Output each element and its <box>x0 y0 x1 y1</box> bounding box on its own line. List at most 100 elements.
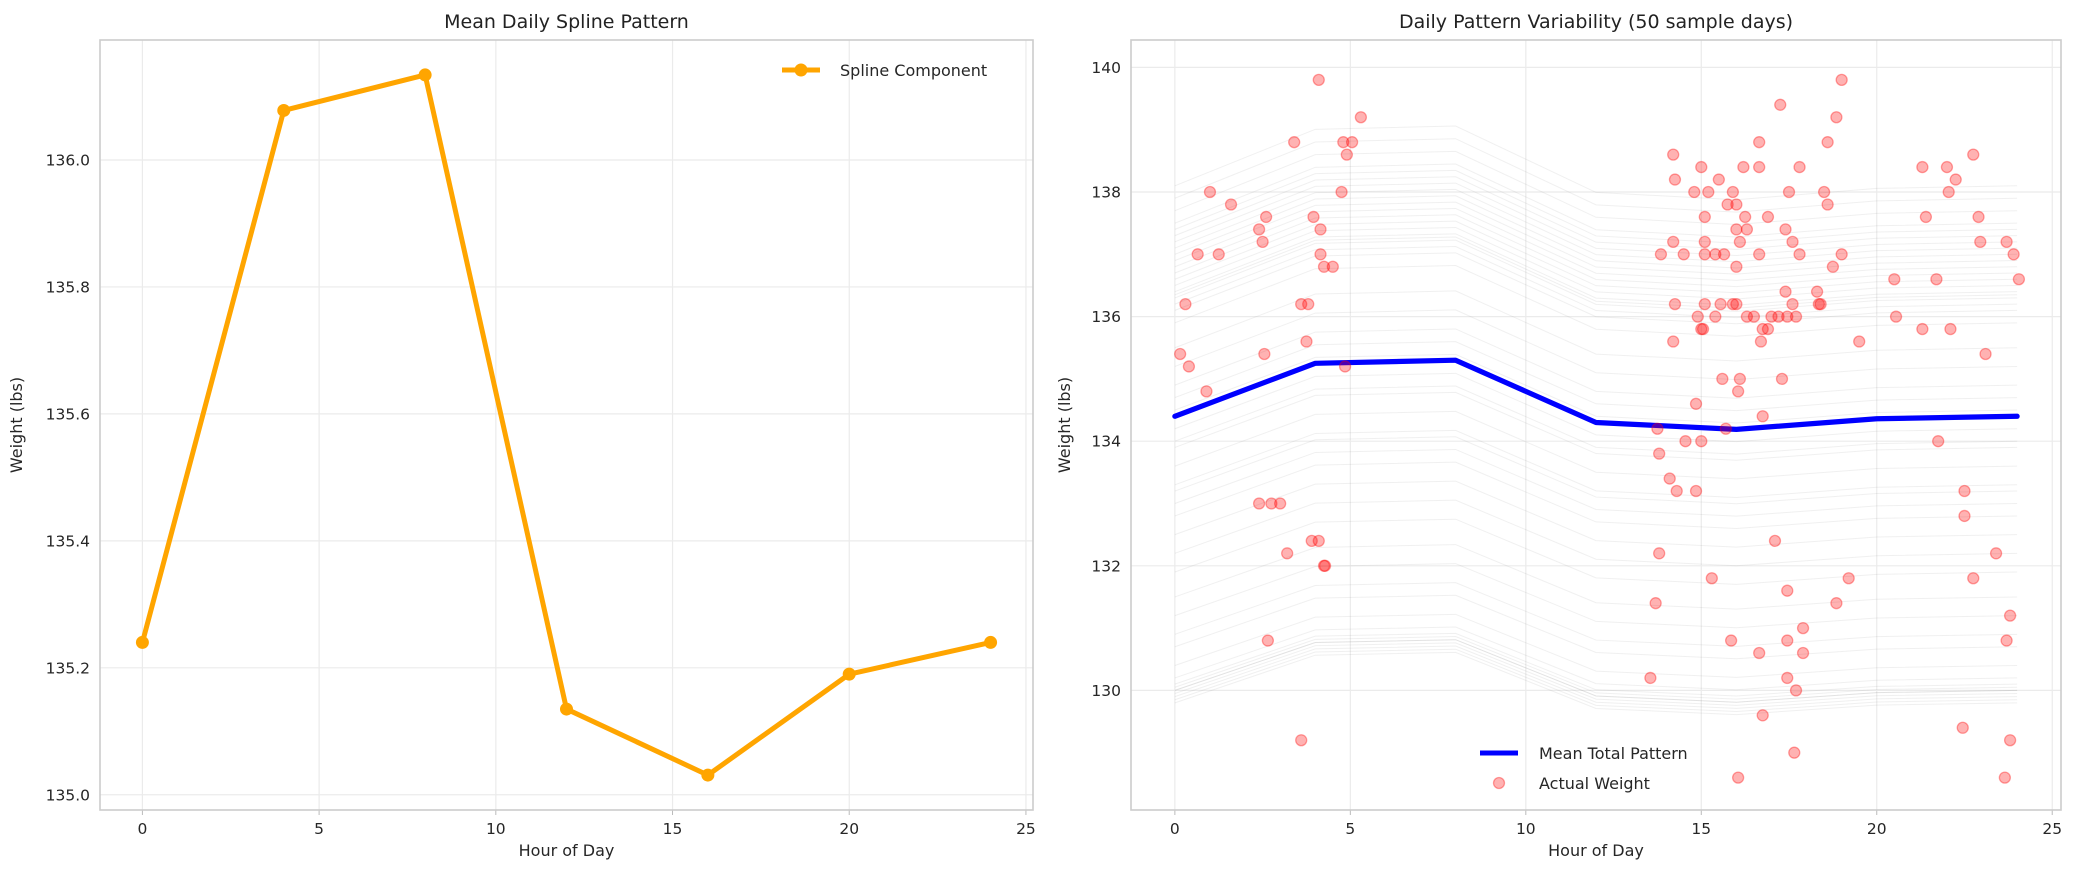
x-axis-label: Hour of Day <box>519 841 615 860</box>
scatter-point <box>1340 148 1353 161</box>
scatter-point <box>1696 322 1710 336</box>
sample-day-line <box>1174 195 2018 269</box>
x-tick-label: 0 <box>137 820 147 838</box>
scatter-point <box>1326 260 1339 273</box>
y-tick-label: 134 <box>1091 433 1121 451</box>
scatter-point <box>1314 223 1327 236</box>
sample-day-line <box>1174 214 2018 288</box>
data-point <box>984 635 998 649</box>
scatter-point <box>1781 671 1794 685</box>
scatter-point <box>1695 160 1708 174</box>
scatter-point <box>1317 260 1331 273</box>
scatter-point <box>1796 621 1810 635</box>
scatter-point <box>1705 572 1718 585</box>
scatter-point <box>1668 297 1682 311</box>
scatter-point <box>1796 646 1810 660</box>
sample-day-line <box>1174 236 2018 309</box>
scatter-point <box>1345 136 1359 149</box>
sample-day-line <box>1174 544 2018 610</box>
scatter-point <box>1753 160 1766 174</box>
scatter-point <box>1753 136 1766 149</box>
scatter-point <box>1668 173 1682 186</box>
axes-frame <box>99 39 1034 811</box>
scatter-point <box>1781 310 1794 323</box>
scatter-point <box>1826 260 1840 273</box>
scatter-point <box>1709 248 1722 261</box>
sample-day-line <box>1174 169 2018 244</box>
y-tick-label: 136 <box>1091 308 1121 326</box>
sample-day-line <box>1174 252 2018 325</box>
scatter-point <box>1814 297 1827 311</box>
sample-day-line <box>1174 150 2018 226</box>
x-tick-label: 15 <box>663 820 683 838</box>
scatter-point <box>1740 223 1754 236</box>
scatter-point <box>2007 248 2020 261</box>
scatter-point <box>1916 322 1929 336</box>
x-tick-label: 15 <box>1691 820 1711 838</box>
legend-label: Spline Component <box>840 61 987 80</box>
data-point <box>277 103 291 117</box>
scatter-point <box>1651 422 1664 435</box>
scatter-point <box>1712 173 1725 186</box>
sample-day-line <box>1174 582 2018 647</box>
legend-label: Actual Weight <box>1539 774 1650 793</box>
scatter-point <box>1967 572 1980 585</box>
scatter-point <box>1810 285 1824 298</box>
scatter-point <box>1688 185 1701 199</box>
scatter-point <box>1644 671 1657 685</box>
scatter-point <box>1312 73 1325 87</box>
scatter-point <box>1691 310 1704 323</box>
sample-day-line <box>1174 632 2018 697</box>
scatter-point <box>1730 198 1743 211</box>
x-tick-label: 5 <box>314 820 324 838</box>
scatter-point <box>1754 335 1768 348</box>
scatter-point <box>1765 310 1778 323</box>
sample-day-line <box>1174 410 2018 480</box>
sample-day-line <box>1174 429 2018 498</box>
scatter-point <box>1753 248 1766 261</box>
axes-frame <box>1130 39 2062 811</box>
scatter-point <box>1256 235 1269 248</box>
x-tick-label: 0 <box>1170 820 1180 838</box>
scatter-point <box>1667 335 1680 348</box>
scatter-point <box>1318 559 1332 572</box>
scatter-point <box>1261 634 1275 647</box>
scatter-point <box>1788 746 1801 759</box>
scatter-point <box>1756 322 1769 336</box>
scatter-point <box>1191 248 1204 261</box>
scatter-point <box>1775 372 1789 386</box>
scatter-point <box>1709 310 1722 323</box>
scatter-point <box>1919 210 1933 224</box>
scatter-point <box>1779 223 1792 236</box>
scatter-point <box>1772 310 1785 323</box>
scatter-point <box>1974 235 1987 248</box>
scatter-point <box>2003 609 2017 622</box>
scatter-point <box>1726 185 1740 199</box>
scatter-point <box>1835 248 1848 261</box>
scatter-point <box>1916 160 1929 174</box>
sample-day-line <box>1174 639 2018 703</box>
scatter-point <box>2003 734 2017 747</box>
scatter-point <box>1733 372 1747 386</box>
scatter-point <box>1212 248 1225 261</box>
scatter-point <box>1835 73 1848 87</box>
scatter-point <box>1753 646 1766 660</box>
scatter-point <box>1781 634 1794 647</box>
sample-day-line <box>1174 639 2018 703</box>
x-tick-label: 10 <box>1516 820 1536 838</box>
sample-day-line <box>1174 233 2018 306</box>
scatter-point <box>1740 310 1754 323</box>
x-tick-label: 10 <box>486 820 506 838</box>
scatter-point <box>1812 297 1825 311</box>
scatter-point <box>1649 597 1662 610</box>
scatter-point <box>1967 148 1980 161</box>
sample-day-line <box>1174 594 2018 660</box>
scatter-point <box>1949 173 1962 186</box>
sample-day-line <box>1174 353 2018 424</box>
scatter-point <box>1288 136 1301 149</box>
sample-day-line <box>1174 163 2018 238</box>
scatter-point <box>1305 534 1318 548</box>
sample-day-line <box>1174 341 2018 412</box>
scatter-point <box>1258 347 1271 361</box>
